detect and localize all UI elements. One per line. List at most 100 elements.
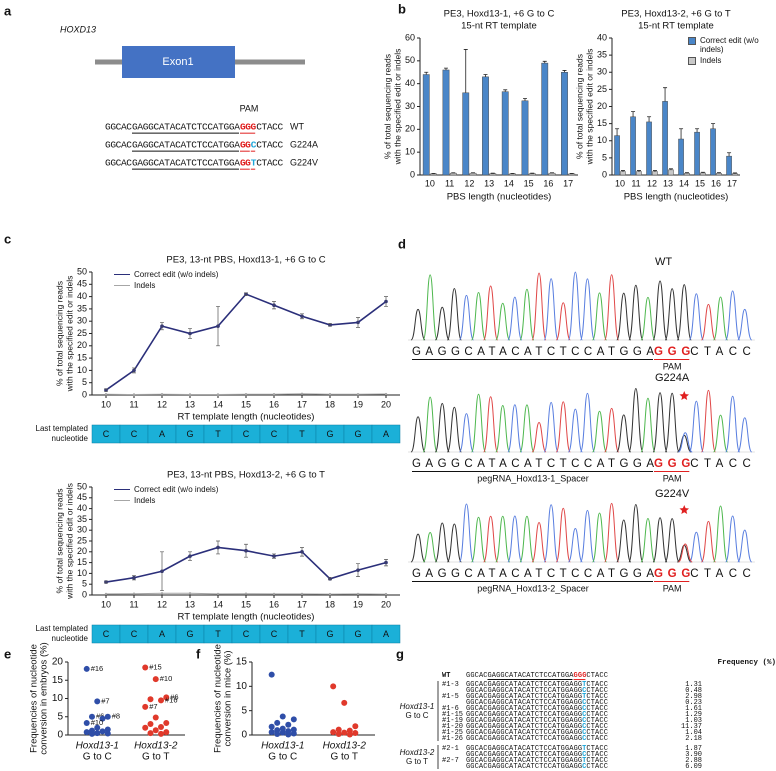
x-tick-label: 13 bbox=[484, 178, 494, 188]
chromatogram-peak bbox=[579, 392, 595, 453]
bar bbox=[716, 173, 722, 176]
group-label: Hoxd13-1 bbox=[400, 702, 435, 711]
legend-entry: Indels bbox=[114, 281, 234, 290]
legend-body: Correct edit (w/o indels) Indels bbox=[114, 485, 234, 505]
mutation-star bbox=[679, 391, 690, 401]
y-tick-label: 30 bbox=[597, 67, 607, 77]
x-tick-label: 10 bbox=[101, 399, 111, 409]
chromatogram-peak bbox=[592, 292, 608, 341]
point bbox=[158, 697, 165, 704]
error-bar bbox=[631, 111, 636, 117]
sequence-segment: CTACC bbox=[690, 346, 751, 358]
y-tick-label: 40 bbox=[77, 503, 87, 513]
nucleotide-caption: Last templated nucleotide bbox=[36, 624, 88, 643]
error-bar bbox=[244, 292, 248, 296]
y-tick-label: 10 bbox=[77, 568, 87, 578]
point bbox=[384, 392, 388, 396]
y-tick-label: 35 bbox=[77, 303, 87, 313]
sample-id: #1-19 bbox=[442, 717, 463, 725]
sequence-segment: GGCACGAGGCATACATCTCCATGGAGG bbox=[466, 751, 582, 759]
error-bar bbox=[522, 98, 527, 101]
bar bbox=[614, 135, 620, 176]
x-tick-label: 19 bbox=[353, 399, 363, 409]
error-bar bbox=[384, 296, 388, 307]
point bbox=[83, 729, 90, 736]
point bbox=[352, 730, 359, 737]
sequence-label: G224A bbox=[290, 139, 318, 149]
error-bar bbox=[328, 577, 332, 581]
y-tick-label: 5 bbox=[57, 711, 63, 722]
chromatogram-peak bbox=[700, 520, 716, 563]
point bbox=[160, 393, 164, 396]
error-bar bbox=[652, 170, 657, 172]
chromatogram-peak bbox=[677, 544, 692, 563]
legend-label: Correct edit (w/o indels) bbox=[134, 485, 219, 494]
bar bbox=[630, 116, 636, 176]
legend-swatch bbox=[114, 285, 130, 286]
chromatogram-peak bbox=[628, 387, 644, 453]
chromatogram-peak bbox=[519, 515, 535, 563]
x-axis-label: RT template length (nucleotides) bbox=[178, 412, 315, 423]
sequence-segment: CTACC bbox=[256, 140, 283, 151]
nucleotide: T bbox=[215, 429, 221, 439]
bar bbox=[521, 100, 529, 176]
x-axis-label: RT template length (nucleotides) bbox=[178, 612, 315, 623]
point bbox=[158, 730, 165, 737]
x-tick-label: 18 bbox=[325, 599, 335, 609]
point-label: #8 bbox=[112, 712, 120, 721]
x-tick-label: 16 bbox=[269, 399, 279, 409]
bar bbox=[462, 92, 470, 176]
chromatogram-peak bbox=[725, 290, 741, 341]
sequence-segment: CTACC bbox=[256, 122, 283, 133]
y-tick-label: 50 bbox=[405, 55, 415, 65]
frequency: 2.98 bbox=[685, 693, 702, 701]
y-tick-label: 50 bbox=[77, 266, 87, 276]
bar bbox=[694, 131, 700, 176]
point bbox=[99, 715, 106, 722]
x-axis-label: PBS length (nucleotides) bbox=[624, 192, 729, 203]
wt-label: WT bbox=[442, 672, 450, 680]
sequence-segment: CTACC bbox=[586, 723, 608, 731]
chromatogram-peak bbox=[507, 404, 523, 453]
chromatogram-peak bbox=[495, 404, 511, 453]
error-bar bbox=[160, 551, 164, 592]
nucleotide-caption-body: Last templated nucleotide bbox=[0, 424, 88, 444]
bar bbox=[710, 128, 716, 176]
gene-name: HOXD13 bbox=[60, 24, 96, 34]
point bbox=[244, 592, 248, 595]
x-tick-label: 11 bbox=[129, 399, 138, 409]
point bbox=[88, 713, 95, 720]
y-tick-label: 0 bbox=[241, 730, 247, 741]
x-tick-label: 12 bbox=[464, 178, 474, 188]
frequency-header: Frequency (%) bbox=[717, 659, 776, 667]
nucleotide: C bbox=[243, 629, 250, 639]
point bbox=[268, 723, 275, 730]
x-tick-label: 15 bbox=[695, 178, 705, 188]
legend-swatch bbox=[114, 274, 130, 275]
bar bbox=[509, 173, 516, 176]
x-tick-label: 18 bbox=[325, 399, 335, 409]
chromatogram-peak bbox=[543, 401, 559, 453]
error-bar bbox=[424, 71, 429, 75]
sequence-segment: GGCACGAGGCATACATCTCCATGGAGG bbox=[466, 687, 582, 695]
sample-id: #1-15 bbox=[442, 711, 463, 719]
x-tick-label: 14 bbox=[213, 399, 223, 409]
sequence-segment: CTACC bbox=[586, 763, 608, 771]
y-tick-label: 30 bbox=[77, 525, 87, 535]
sequence-segment: GAGGCATACATCTCCATGGA bbox=[412, 568, 654, 580]
point bbox=[274, 731, 281, 738]
legend-swatch bbox=[688, 37, 696, 45]
chromatogram-peak bbox=[713, 414, 729, 453]
x-tick-label: 15 bbox=[241, 399, 251, 409]
chromatogram-peak bbox=[640, 397, 656, 453]
bar bbox=[636, 171, 642, 176]
nucleotide: C bbox=[103, 429, 110, 439]
frequency: 1.61 bbox=[685, 705, 702, 713]
point bbox=[290, 730, 297, 737]
sequence-segment: CTACC bbox=[586, 717, 608, 725]
point bbox=[188, 592, 192, 595]
point bbox=[279, 729, 286, 736]
frequency: 0.23 bbox=[685, 699, 702, 707]
sequence-segment: GGG bbox=[240, 122, 256, 133]
frequency: 1.03 bbox=[685, 717, 702, 725]
